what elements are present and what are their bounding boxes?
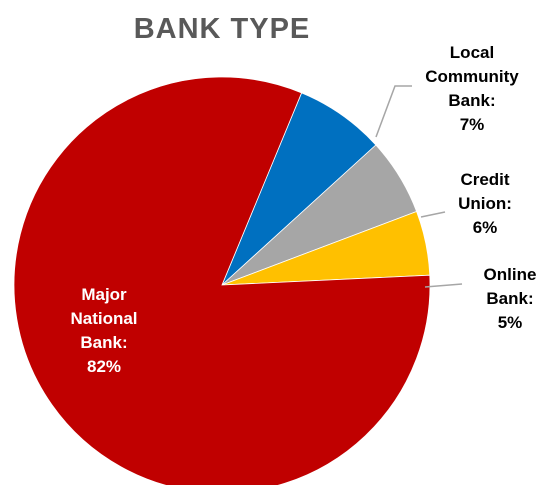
data-label-line: Credit	[460, 170, 509, 189]
data-label-line: Bank:	[486, 289, 533, 308]
data-labels: Local Community Bank: 7% Credit Union: 6% Onlin…	[70, 43, 536, 376]
pie-slices	[13, 76, 431, 485]
chart-title: BANK TYPE	[134, 13, 311, 45]
data-label-credit-union: Credit Union: 6%	[458, 170, 512, 237]
data-label-line: 82%	[87, 357, 121, 376]
data-label-line: Major	[81, 285, 127, 304]
data-label-line: Online	[484, 265, 537, 284]
leader-line-online-bank	[424, 283, 463, 288]
data-label-line: Bank:	[448, 91, 495, 110]
leader-line-local-community-bank	[375, 85, 412, 138]
data-label-line: Union:	[458, 194, 512, 213]
data-label-line: 7%	[460, 115, 485, 134]
leader-lines	[375, 85, 463, 288]
data-label-line: Community	[425, 67, 519, 86]
data-label-line: Local	[450, 43, 494, 62]
data-label-line: National	[70, 309, 137, 328]
data-label-line: Bank:	[80, 333, 127, 352]
data-label-online-bank: Online Bank: 5%	[484, 265, 537, 332]
data-label-line: 5%	[498, 313, 523, 332]
data-label-line: 6%	[473, 218, 498, 237]
data-label-major-national-bank: Major National Bank: 82%	[70, 285, 137, 376]
data-label-local-community-bank: Local Community Bank: 7%	[425, 43, 519, 134]
pie-slice-major-national-bank	[13, 76, 431, 485]
leader-line-credit-union	[420, 211, 446, 218]
